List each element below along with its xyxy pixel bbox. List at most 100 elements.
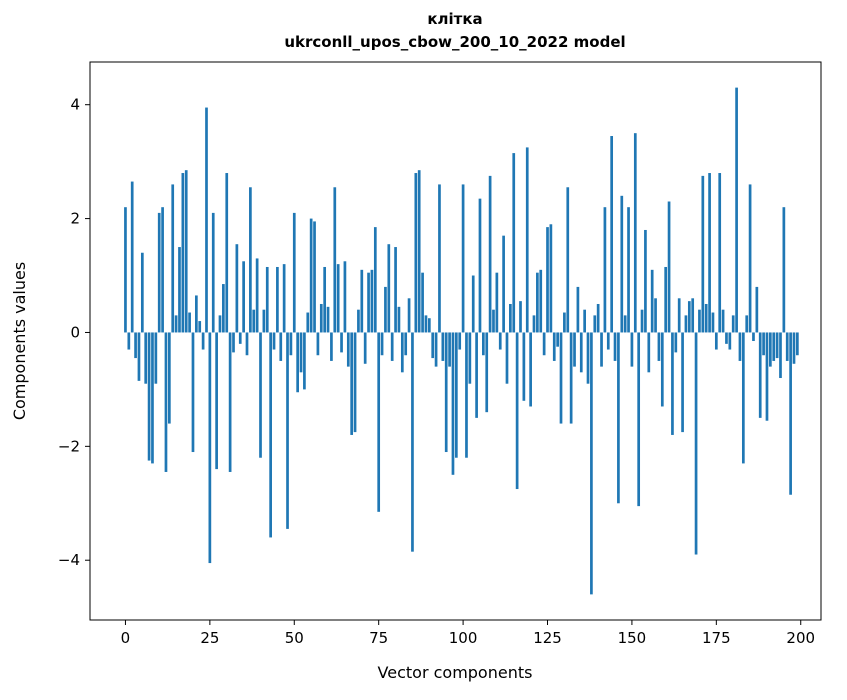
y-tick-label: −2: [58, 437, 80, 455]
x-tick-label: 75: [369, 629, 388, 647]
bar: [147, 332, 151, 461]
bar: [357, 309, 360, 333]
bar: [228, 332, 232, 472]
bar: [681, 332, 684, 433]
x-tick-label: 0: [121, 629, 131, 647]
bar: [731, 315, 735, 333]
bar: [313, 221, 316, 333]
bar: [748, 184, 752, 333]
bar: [606, 332, 610, 350]
bar: [181, 173, 185, 333]
bar: [563, 312, 566, 333]
bar: [137, 332, 141, 381]
bar: [482, 332, 485, 356]
bar: [249, 187, 252, 333]
bar: [559, 332, 563, 424]
bar: [529, 332, 532, 407]
bar: [495, 272, 499, 333]
bar: [522, 332, 526, 401]
bar: [704, 303, 708, 333]
bar: [454, 332, 458, 458]
bar: [363, 332, 367, 364]
bar: [590, 332, 593, 595]
bar: [789, 332, 792, 495]
bar: [424, 315, 428, 333]
y-tick-label: 0: [70, 323, 80, 341]
bar: [762, 332, 765, 356]
bar: [282, 264, 286, 333]
bar: [384, 286, 387, 333]
bar: [539, 269, 543, 333]
bar: [279, 332, 283, 361]
bar: [644, 229, 647, 333]
bar: [714, 332, 718, 350]
bar: [637, 332, 641, 507]
bar: [654, 298, 657, 333]
bar: [373, 227, 377, 333]
bar: [509, 303, 512, 333]
bar: [488, 175, 492, 333]
bar: [130, 181, 134, 333]
bar: [556, 332, 559, 347]
bar: [259, 332, 262, 458]
bar: [319, 303, 323, 333]
bar: [664, 266, 668, 333]
bar: [583, 309, 586, 333]
bar: [711, 312, 715, 333]
bar: [238, 332, 242, 344]
bar: [694, 332, 698, 555]
bar: [417, 170, 421, 333]
bar: [677, 298, 681, 333]
bar: [390, 332, 394, 361]
bar: [691, 298, 695, 333]
bar: [792, 332, 796, 364]
bar: [721, 309, 725, 333]
bar: [124, 207, 127, 333]
bar: [465, 332, 468, 458]
bar: [438, 184, 441, 333]
bar: [296, 332, 299, 393]
bar: [400, 332, 404, 373]
bar: [394, 247, 397, 333]
bar: [127, 332, 131, 350]
bar: [552, 332, 556, 361]
chart-title: клітка: [427, 10, 482, 28]
bar: [208, 332, 212, 564]
bar: [650, 269, 654, 333]
bar: [336, 264, 340, 333]
bar: [738, 332, 742, 361]
bar: [782, 207, 786, 333]
bar: [434, 332, 438, 367]
bar: [232, 332, 235, 353]
bar: [769, 332, 772, 367]
bar: [184, 170, 188, 333]
bar: [198, 321, 202, 333]
bar: [343, 261, 347, 333]
bar: [573, 332, 576, 367]
bar: [772, 332, 776, 361]
bar: [360, 269, 364, 333]
bar: [174, 315, 178, 333]
bar: [299, 332, 303, 373]
bar: [178, 247, 181, 333]
bar: [421, 272, 424, 333]
bar: [140, 252, 144, 333]
bar: [195, 295, 198, 333]
bar: [498, 332, 502, 350]
bar: [154, 332, 158, 384]
chart-subtitle: ukrconll_upos_cbow_200_10_2022 model: [284, 33, 625, 51]
bar: [671, 332, 674, 435]
bar: [610, 136, 614, 333]
bar: [380, 332, 384, 356]
bar: [536, 272, 539, 333]
bar: [414, 173, 418, 333]
bar: [276, 266, 279, 333]
bar: [633, 133, 637, 333]
bar: [191, 332, 195, 453]
bar: [269, 332, 272, 538]
bar: [316, 332, 320, 356]
axis-ticks: 0 25 50 75 100 125 150 175 200 −4 −2 0 2 4: [58, 96, 815, 647]
bar: [586, 332, 590, 384]
bar: [698, 309, 701, 333]
